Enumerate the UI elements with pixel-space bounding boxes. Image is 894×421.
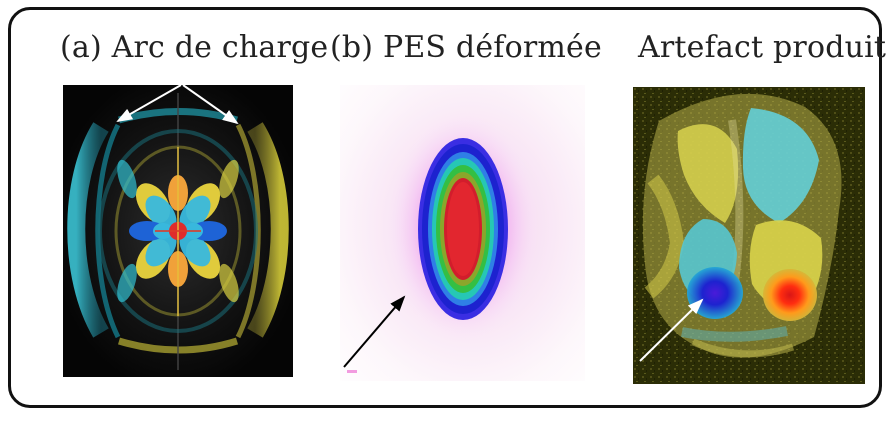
- panel-c-caption: Artefact produit: [638, 30, 887, 65]
- panel-b-caption: (b) PES déformée: [330, 30, 602, 65]
- deformed-pes-graphic: [340, 85, 585, 381]
- panel-a-caption: (a) Arc de charge: [60, 30, 329, 65]
- artifact-graphic: [633, 87, 865, 384]
- artifact-image: [633, 87, 865, 384]
- charge-arc-image: [63, 85, 293, 377]
- deformed-pes-image: [340, 85, 585, 381]
- charge-arc-graphic: [63, 85, 293, 377]
